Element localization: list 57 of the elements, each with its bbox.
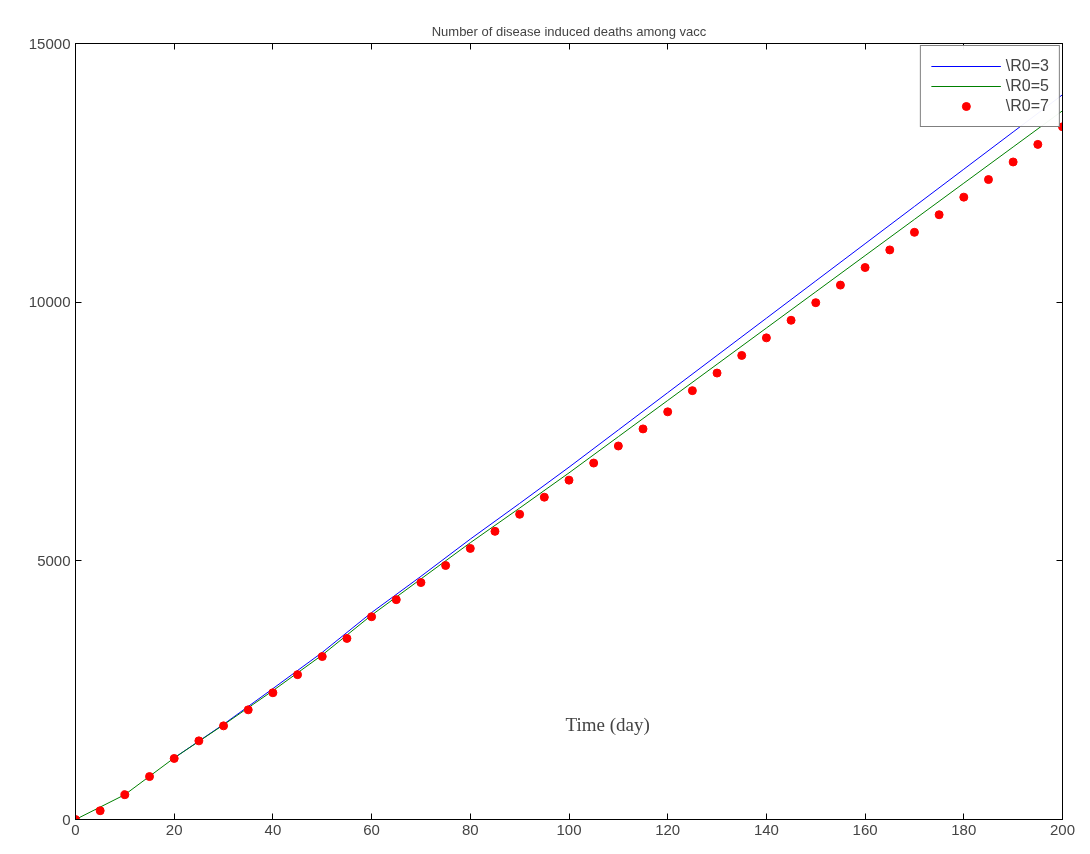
- point: [1033, 139, 1043, 149]
- point: [737, 350, 747, 360]
- point: [761, 333, 771, 343]
- point: [860, 263, 870, 272]
- y-tick-label: 5000: [37, 551, 71, 569]
- point: [120, 790, 130, 800]
- x-tick-label: 200: [1049, 820, 1076, 838]
- point: [317, 652, 327, 662]
- point: [835, 280, 845, 290]
- point: [909, 227, 919, 237]
- x-tick-label: 40: [264, 820, 282, 838]
- y-tick-label: 15000: [28, 34, 71, 52]
- point: [243, 705, 253, 715]
- x-tick-label: 100: [556, 820, 582, 838]
- point: [416, 578, 426, 588]
- point: [687, 386, 697, 396]
- point: [539, 492, 549, 502]
- point: [145, 772, 155, 782]
- y-tick-label: 10000: [28, 293, 71, 311]
- point: [1008, 157, 1018, 167]
- point: [564, 475, 574, 485]
- point: [268, 688, 278, 698]
- point: [983, 175, 993, 185]
- point: [613, 441, 623, 451]
- x-tick-label: 160: [852, 820, 878, 838]
- point: [885, 245, 895, 255]
- point: [811, 298, 821, 308]
- x-tick-label: 180: [951, 820, 977, 838]
- point: [663, 407, 673, 417]
- legend-label: \R0=7: [1005, 97, 1049, 115]
- point: [95, 806, 105, 816]
- point: [515, 509, 525, 519]
- point: [391, 595, 401, 605]
- legend-label: \R0=3: [1005, 57, 1049, 75]
- point: [786, 315, 796, 325]
- point: [490, 526, 500, 536]
- point: [367, 612, 377, 622]
- point: [293, 670, 303, 680]
- x-tick-label: 20: [165, 820, 183, 838]
- x-axis-title: Time (day): [565, 713, 650, 736]
- chart-title: Number of disease induced deaths among vacc: [431, 23, 707, 39]
- point: [712, 368, 722, 378]
- x-tick-label: 80: [461, 820, 479, 838]
- point: [219, 721, 229, 731]
- point: [342, 633, 352, 643]
- point: [465, 543, 475, 553]
- point: [959, 192, 969, 202]
- point: [934, 210, 944, 220]
- point: [441, 561, 451, 570]
- x-tick-label: 120: [655, 820, 681, 838]
- x-tick-label: 60: [363, 820, 380, 838]
- point: [638, 424, 648, 434]
- x-tick-label: 140: [753, 820, 779, 838]
- point: [589, 458, 599, 468]
- legend-label: \R0=5: [1005, 77, 1049, 95]
- point: [194, 736, 204, 746]
- point: [169, 753, 179, 763]
